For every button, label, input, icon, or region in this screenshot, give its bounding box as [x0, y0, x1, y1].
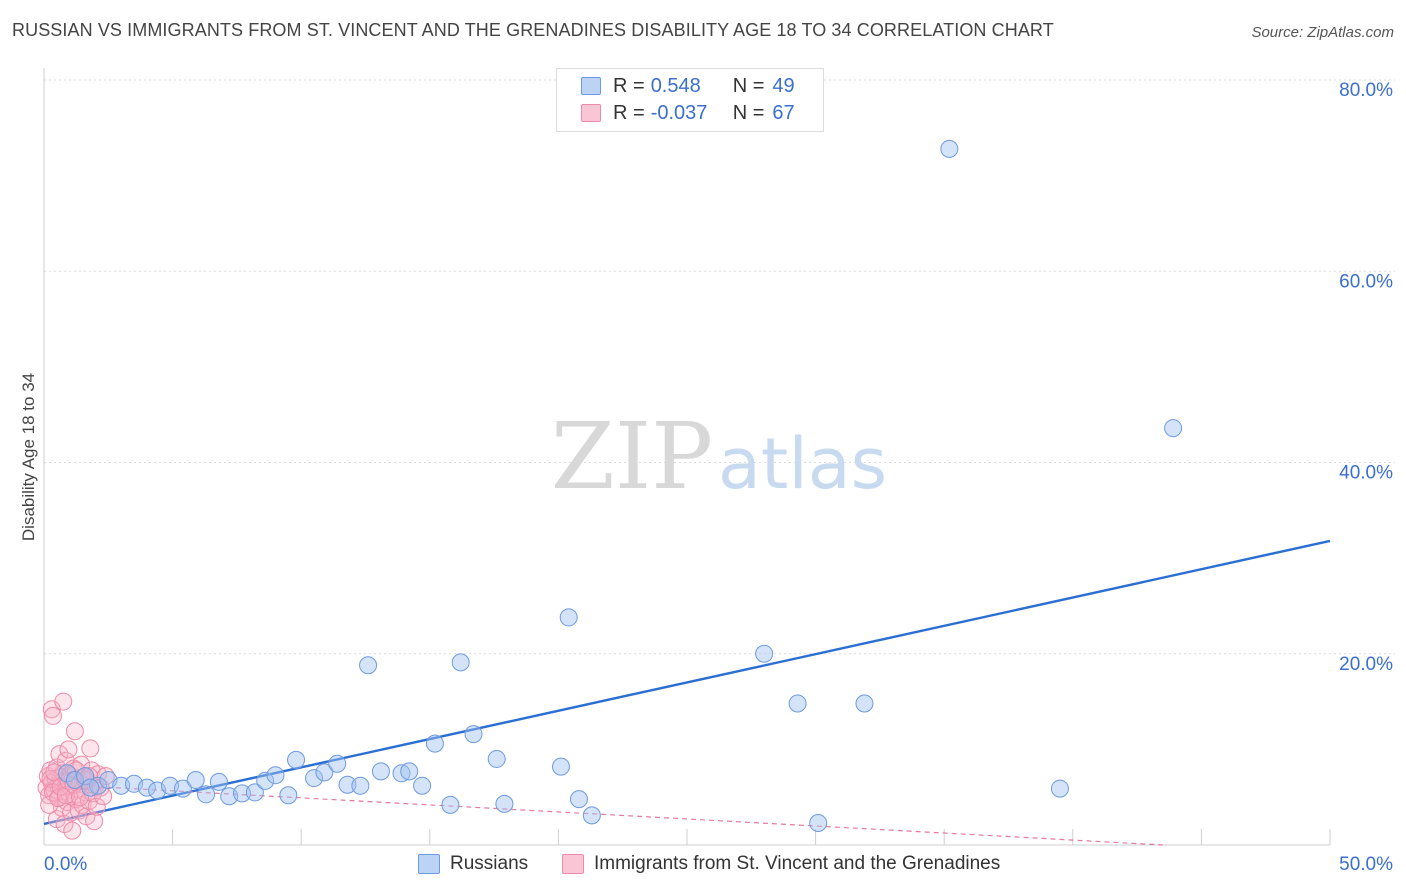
russians-point: [755, 644, 774, 663]
russians-point: [400, 762, 419, 781]
russians-point: [809, 814, 828, 833]
russians-point: [1164, 419, 1183, 438]
russians-point: [287, 750, 306, 769]
x-tick-label-max: 50.0%: [1339, 854, 1393, 875]
russians-point: [186, 770, 205, 789]
russians-point: [245, 783, 264, 802]
russians-point: [359, 656, 378, 675]
russians-trend-line: [43, 539, 1331, 826]
svg-point: [54, 692, 73, 711]
svg-point: [94, 787, 113, 806]
russians-point: [315, 763, 334, 782]
russians-point: [487, 749, 506, 768]
watermark-zip: ZIP: [551, 403, 713, 510]
russians-point: [89, 776, 108, 795]
gridlines: [44, 79, 1395, 655]
r-label: R =: [613, 74, 645, 97]
svg-point: [55, 814, 74, 833]
russians-point: [351, 776, 370, 795]
tick-labels: 20.0% 40.0% 60.0% 80.0% 0.0% 50.0%: [44, 80, 1393, 875]
legend-svg: Immigrants from St. Vincent and the Gren…: [562, 852, 1000, 876]
russians-point: [392, 764, 411, 783]
russians-point: [197, 785, 216, 804]
y-tick-label: 80.0%: [1339, 80, 1393, 101]
russians-point: [81, 778, 100, 797]
russians-point: [58, 764, 77, 783]
chart-title: RUSSIAN VS IMMIGRANTS FROM ST. VINCENT A…: [12, 20, 1054, 40]
svg-point: [87, 797, 106, 816]
russians-point: [65, 770, 84, 789]
r-value: 0.548: [650, 74, 701, 97]
russians-point: [266, 766, 285, 785]
y-tick-label: 40.0%: [1339, 463, 1393, 484]
svg-trend-line: [43, 783, 1163, 846]
russians-point: [441, 795, 460, 814]
russians-point: [328, 754, 347, 773]
russians-point: [137, 778, 156, 797]
n-label: N =: [732, 74, 765, 97]
n-value: 49: [772, 74, 795, 97]
source-label: Source: ZipAtlas.com: [1251, 24, 1394, 41]
russians-point: [279, 786, 298, 805]
russians-point: [371, 762, 390, 781]
legend-label-russians: Russians: [450, 853, 529, 874]
russians-point: [788, 694, 807, 713]
legend-russians: Russians: [418, 852, 528, 876]
russians-point: [305, 769, 324, 788]
russians-point: [464, 725, 483, 744]
watermark: ZIP atlas: [551, 403, 887, 510]
russians-point: [256, 771, 275, 790]
russians-point: [451, 653, 470, 672]
russians-point: [209, 772, 228, 791]
n-value: 67: [772, 101, 795, 124]
russians-point: [559, 608, 578, 627]
trend-lines: [43, 539, 1331, 846]
svg-point: [65, 722, 84, 741]
svg-point: [85, 812, 104, 831]
legend-label-svg: Immigrants from St. Vincent and the Gren…: [594, 853, 1001, 874]
legend-row-russians: R = 0.548 N = 49: [581, 74, 795, 98]
svg-point: [56, 786, 75, 805]
x-tick-label-min: 0.0%: [44, 854, 87, 875]
svg-point: [81, 739, 100, 758]
data-points: [37, 139, 1183, 840]
russians-point: [1050, 779, 1069, 798]
russians-legend-swatch: [418, 854, 440, 874]
russians-point: [338, 775, 357, 794]
russians-swatch: [581, 77, 601, 95]
stats-legend: R = 0.548 N = 49 R = -0.037 N = 67: [556, 68, 824, 132]
svg-point: [50, 745, 69, 764]
legend-row-svg: R = -0.037 N = 67: [581, 101, 795, 125]
y-tick-label: 60.0%: [1339, 271, 1393, 292]
y-tick-label: 20.0%: [1339, 654, 1393, 675]
svg-point: [44, 706, 63, 725]
watermark-atlas: atlas: [718, 423, 887, 505]
russians-point: [495, 794, 514, 813]
russians-point: [855, 694, 874, 713]
svg-point: [59, 740, 78, 759]
svg-swatch: [581, 104, 601, 122]
russians-point: [582, 806, 601, 825]
russians-point: [551, 757, 570, 776]
y-axis-label: Disability Age 18 to 34: [19, 373, 38, 541]
russians-point: [76, 767, 95, 786]
russians-point: [233, 784, 252, 803]
russians-point: [413, 776, 432, 795]
svg-point: [63, 821, 82, 840]
r-value: -0.037: [650, 101, 708, 124]
russians-point: [569, 790, 588, 809]
r-label: R =: [613, 101, 645, 124]
russians-point: [173, 779, 192, 798]
svg-legend-swatch: [562, 854, 584, 874]
n-label: N =: [732, 101, 765, 124]
russians-point: [425, 734, 444, 753]
russians-point: [940, 139, 959, 158]
axes: [43, 68, 1331, 846]
